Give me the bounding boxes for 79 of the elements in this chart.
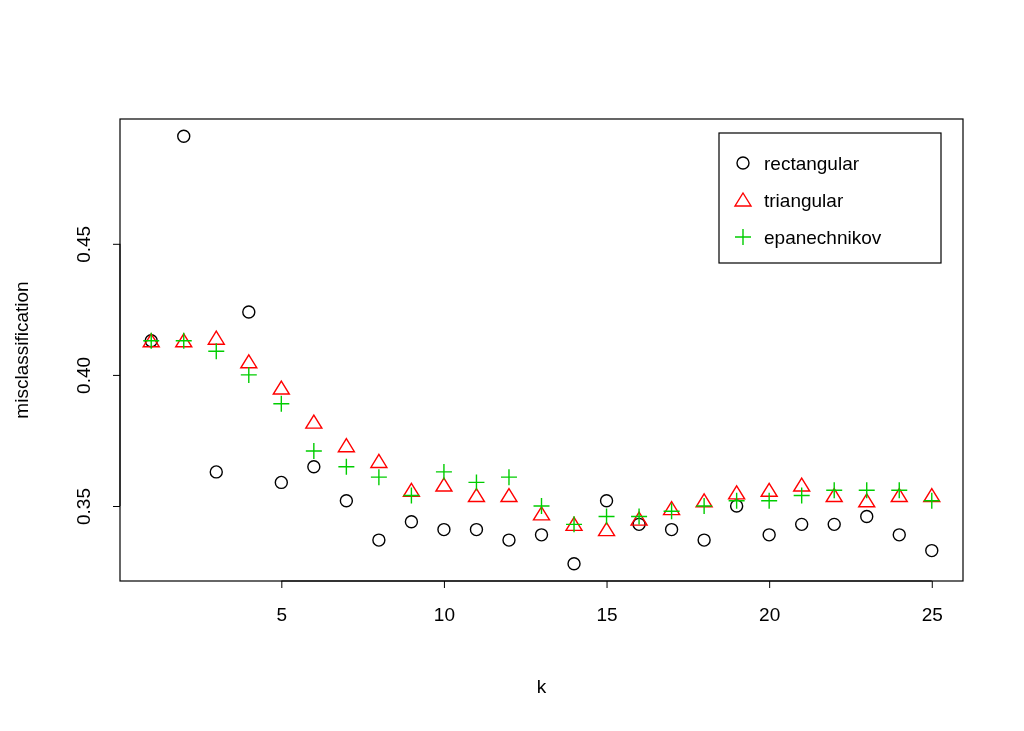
point [305,414,323,429]
point [209,465,223,479]
point [632,517,646,532]
legend-label: rectangular [764,153,860,174]
point [500,468,518,486]
point [532,497,551,515]
point [207,342,225,361]
y-tick-label: 0.45 [73,225,94,263]
point [567,557,581,571]
y-axis-title: misclassification [11,281,32,419]
point [370,468,388,486]
point [729,499,744,513]
point [925,543,939,558]
point [467,473,486,492]
point [760,482,778,497]
y-tick-label: 0.35 [73,488,94,525]
point [469,522,484,537]
point [892,528,906,542]
point [890,481,908,499]
x-tick-label: 25 [921,604,943,626]
point [404,515,419,529]
point [207,330,225,345]
point [827,517,841,532]
point [305,442,323,460]
point [630,511,648,526]
point [923,487,941,503]
point [664,522,679,537]
point [597,507,616,526]
point [762,528,776,542]
point [467,487,486,503]
point [242,305,256,319]
point [727,485,746,500]
point [792,477,811,492]
point [240,366,258,384]
point [858,481,876,499]
point [727,492,746,510]
point [794,517,809,532]
point [500,487,518,503]
x-tick-label: 10 [433,604,455,626]
point [339,494,354,508]
point [597,521,616,537]
point [435,463,453,481]
point [534,528,549,542]
point [662,502,681,520]
x-tick-label: 15 [596,604,618,626]
point [760,492,778,510]
x-tick-label: 5 [276,604,288,626]
point [890,487,908,503]
point [240,354,258,369]
point [272,395,291,413]
point [177,129,191,144]
point [532,506,551,521]
x-axis-title: k [536,676,547,697]
point [695,497,713,515]
point [502,533,516,547]
point [860,509,874,524]
point [792,486,811,505]
point [402,486,421,505]
point [662,500,681,516]
point [599,494,614,508]
legend-label: triangular [764,190,844,211]
point [274,475,289,490]
point [858,493,876,508]
point [697,533,711,547]
x-tick-label: 20 [759,604,781,626]
point [307,459,321,474]
point [272,380,291,395]
point [402,482,421,497]
point [437,522,451,537]
point [923,492,941,510]
point [337,457,356,476]
point [370,453,388,469]
point [372,533,386,547]
point [825,487,843,503]
legend-label: epanechnikov [764,227,882,248]
y-tick-label: 0.40 [73,356,94,394]
point [337,438,356,453]
point [435,477,453,492]
point [825,481,843,499]
